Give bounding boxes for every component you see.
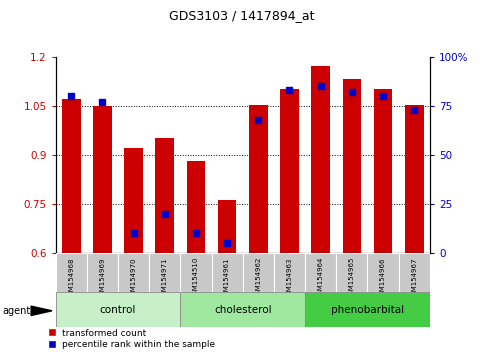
Bar [336, 253, 368, 292]
Text: GSM154965: GSM154965 [349, 257, 355, 299]
Text: GSM154964: GSM154964 [318, 257, 324, 299]
Text: control: control [100, 305, 136, 315]
Text: GSM154967: GSM154967 [411, 257, 417, 299]
Bar [180, 292, 305, 327]
Text: GSM154510: GSM154510 [193, 257, 199, 299]
Text: GSM154962: GSM154962 [256, 257, 261, 299]
Text: GSM154968: GSM154968 [68, 257, 74, 299]
Bar [305, 253, 336, 292]
Text: agent: agent [2, 306, 30, 316]
Bar [374, 89, 392, 253]
Bar [242, 253, 274, 292]
Bar [274, 253, 305, 292]
Text: GDS3103 / 1417894_at: GDS3103 / 1417894_at [169, 9, 314, 22]
Bar [212, 253, 242, 292]
Bar [93, 107, 112, 253]
Text: GSM154970: GSM154970 [130, 257, 137, 299]
Text: phenobarbital: phenobarbital [331, 305, 404, 315]
Bar [312, 66, 330, 253]
Bar [405, 105, 424, 253]
Text: GSM154966: GSM154966 [380, 257, 386, 299]
Polygon shape [31, 306, 52, 315]
Bar [56, 253, 87, 292]
Text: cholesterol: cholesterol [214, 305, 271, 315]
Bar [124, 148, 143, 253]
Bar [62, 99, 81, 253]
Bar [368, 253, 398, 292]
Text: GSM154961: GSM154961 [224, 257, 230, 299]
Text: GSM154969: GSM154969 [99, 257, 105, 299]
Bar [186, 161, 205, 253]
Bar [156, 138, 174, 253]
Text: GSM154963: GSM154963 [286, 257, 293, 299]
Legend: transformed count, percentile rank within the sample: transformed count, percentile rank withi… [48, 329, 215, 349]
Text: GSM154971: GSM154971 [162, 257, 168, 299]
Bar [56, 292, 180, 327]
Bar [180, 253, 212, 292]
Bar [342, 79, 361, 253]
Bar [149, 253, 180, 292]
Bar [280, 89, 299, 253]
Bar [87, 253, 118, 292]
Bar [249, 105, 268, 253]
Bar [305, 292, 430, 327]
Bar [118, 253, 149, 292]
Bar [398, 253, 430, 292]
Bar [218, 200, 237, 253]
